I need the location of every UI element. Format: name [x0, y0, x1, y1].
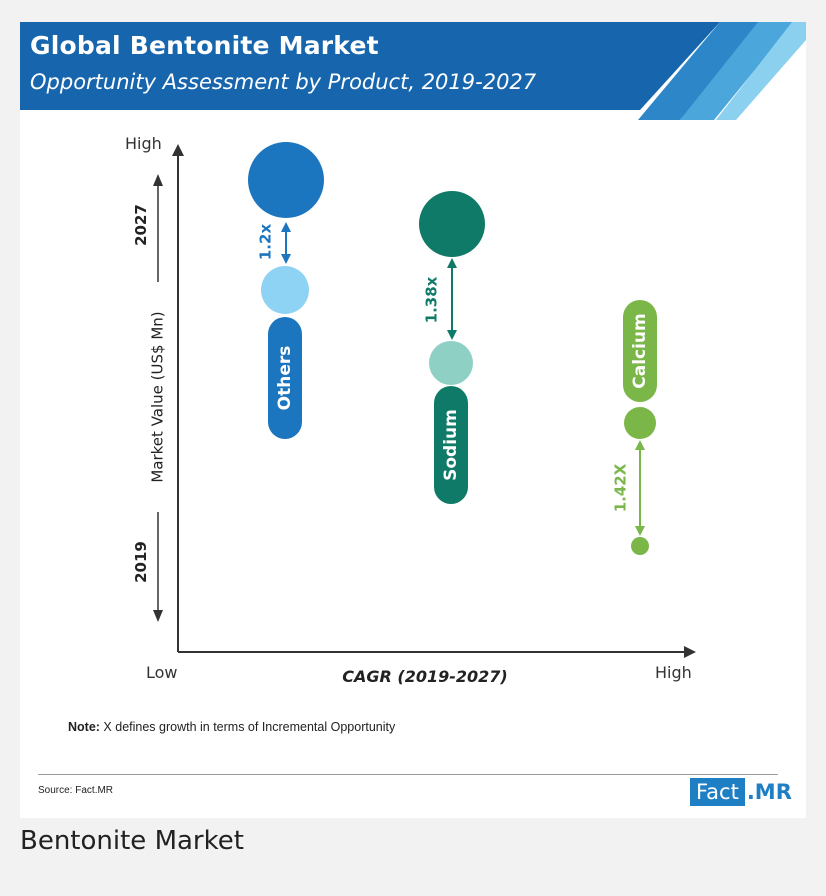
others-2027-bubble [248, 142, 324, 218]
sodium-growth-label: 1.38x [423, 276, 441, 323]
infographic-card: Global Bentonite Market Opportunity Asse… [20, 22, 806, 818]
others-growth-label: 1.2x [257, 224, 275, 261]
y-axis-high-label: High [125, 134, 162, 153]
chart-subtitle: Opportunity Assessment by Product, 2019-… [30, 70, 537, 94]
others-2019-bubble [261, 266, 309, 314]
factmr-logo: Fact .MR [690, 778, 792, 806]
logo-fact: Fact [690, 778, 745, 806]
others-label-pill [268, 317, 302, 439]
calcium-2027-bubble [624, 407, 656, 439]
y-year-end-label: 2027 [132, 204, 150, 246]
header-banner: Global Bentonite Market Opportunity Asse… [20, 22, 806, 120]
sodium-2027-bubble [419, 191, 485, 257]
y-axis-arrowhead [172, 144, 184, 156]
calcium-label-pill [623, 300, 657, 402]
header-banner-graphic [20, 22, 806, 120]
others-arrow-up-head [281, 222, 291, 232]
sodium-arrow-up-head [447, 258, 457, 268]
banner-stripe-2 [680, 22, 794, 120]
others-arrow-down-head [281, 254, 291, 264]
note-label: Note: [68, 720, 100, 734]
sodium-arrow-down-head [447, 330, 457, 340]
others-label: Others [275, 346, 295, 411]
sodium-label: Sodium [441, 409, 461, 481]
calcium-arrow-up-head [635, 440, 645, 450]
x-axis-title: CAGR (2019-2027) [342, 667, 507, 686]
footer-divider [38, 774, 778, 775]
banner-stripe-3 [716, 22, 806, 120]
sodium-label-pill [434, 386, 468, 504]
x-axis-high-label: High [655, 663, 692, 682]
timeline-up-arrowhead [153, 174, 163, 186]
timeline-down-arrowhead [153, 610, 163, 622]
calcium-2019-bubble [631, 537, 649, 555]
calcium-growth-label: 1.42X [612, 463, 630, 512]
y-axis-title: Market Value (US$ Mn) [149, 311, 167, 482]
calcium-label: Calcium [630, 313, 650, 389]
image-caption: Bentonite Market [20, 826, 244, 856]
x-axis-arrowhead [684, 646, 696, 658]
bubble-chart: High Low High CAGR (2019-2027) 2027 2019… [125, 134, 696, 686]
note-text: X defines growth in terms of Incremental… [99, 720, 396, 734]
y-year-start-label: 2019 [132, 541, 150, 583]
note: Note: X defines growth in terms of Incre… [68, 720, 395, 734]
calcium-arrow-down-head [635, 526, 645, 536]
logo-mr: .MR [746, 780, 792, 804]
sodium-2019-bubble [429, 341, 473, 385]
chart-title: Global Bentonite Market [30, 31, 379, 60]
banner-dark-band [20, 22, 720, 110]
source-text: Source: Fact.MR [38, 785, 114, 796]
banner-stripe-1 [638, 22, 762, 120]
x-axis-low-label: Low [146, 663, 178, 682]
